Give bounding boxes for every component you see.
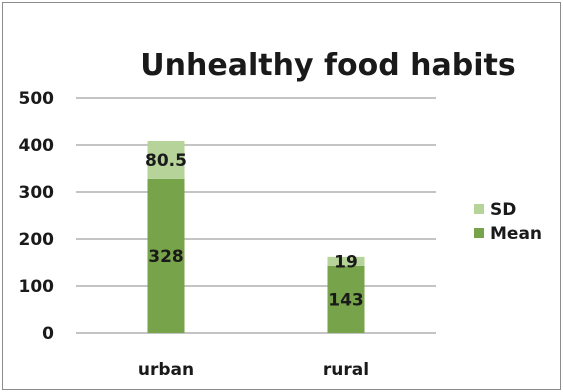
y-tick-label: 0	[42, 324, 54, 344]
y-tick-label: 200	[19, 230, 55, 250]
data-labels: 328 80.5 143 19	[145, 151, 364, 310]
data-label-mean-rural: 143	[328, 290, 364, 310]
y-tick-label: 400	[19, 136, 55, 156]
bar-sd-rural	[327, 256, 365, 266]
bar-mean-rural	[327, 265, 365, 333]
data-label-sd-rural: 19	[334, 252, 358, 272]
data-label-sd-urban: 80.5	[145, 151, 187, 171]
x-category-label: rural	[323, 360, 369, 380]
bar-mean-urban	[147, 178, 185, 333]
bar-sd-urban	[147, 141, 185, 179]
legend-label-sd: SD	[490, 200, 516, 220]
legend-swatch-mean	[474, 228, 484, 238]
chart-title: Unhealthy food habits	[140, 48, 515, 83]
y-tick-label: 100	[19, 277, 55, 297]
legend: SD Mean	[474, 200, 542, 244]
x-category-label: urban	[138, 360, 194, 380]
bar-chart: Unhealthy food habits 0 100 200 300 400 500 3…	[19, 48, 543, 380]
gridlines	[76, 97, 436, 334]
legend-label-mean: Mean	[490, 224, 542, 244]
y-axis-ticks: 0 100 200 300 400 500	[19, 89, 55, 344]
bars	[147, 141, 365, 333]
y-tick-label: 300	[19, 183, 55, 203]
legend-swatch-sd	[474, 204, 484, 214]
x-axis-categories: urban rural	[138, 360, 369, 380]
data-label-mean-urban: 328	[148, 247, 184, 267]
y-tick-label: 500	[19, 89, 55, 109]
